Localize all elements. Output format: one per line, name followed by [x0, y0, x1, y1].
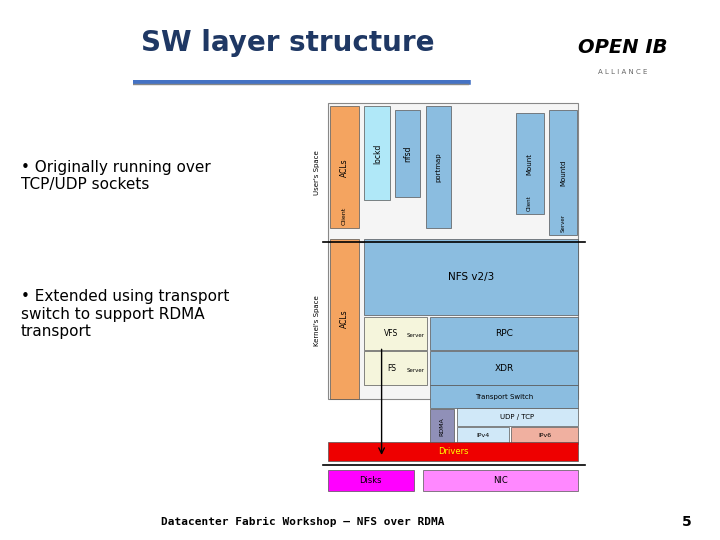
Text: portmap: portmap	[435, 152, 441, 182]
Text: FS: FS	[387, 363, 396, 373]
Text: Kernel's Space: Kernel's Space	[314, 295, 320, 346]
Text: 5: 5	[681, 516, 691, 529]
FancyBboxPatch shape	[549, 110, 577, 235]
Text: TRADE ASSOCIATION: TRADE ASSOCIATION	[37, 70, 89, 75]
Text: IPv6: IPv6	[538, 433, 552, 438]
Text: nfsd: nfsd	[403, 145, 413, 161]
FancyBboxPatch shape	[328, 103, 578, 242]
Text: ACLs: ACLs	[340, 309, 349, 328]
FancyBboxPatch shape	[516, 113, 544, 214]
FancyBboxPatch shape	[328, 242, 578, 399]
FancyBboxPatch shape	[423, 470, 578, 491]
FancyBboxPatch shape	[364, 106, 390, 200]
FancyBboxPatch shape	[430, 352, 578, 384]
Text: A L L I A N C E: A L L I A N C E	[598, 69, 647, 75]
Text: ACLs: ACLs	[340, 158, 349, 177]
Text: INFINIBAND™: INFINIBAND™	[37, 55, 89, 61]
Text: • Originally running over
TCP/UDP sockets: • Originally running over TCP/UDP socket…	[21, 160, 210, 192]
Text: NFS v2/3: NFS v2/3	[448, 272, 495, 282]
Text: SW layer structure: SW layer structure	[141, 29, 435, 57]
Text: RDMA: RDMA	[439, 417, 444, 436]
FancyBboxPatch shape	[426, 106, 451, 228]
Text: Server: Server	[407, 333, 425, 338]
Text: NIC: NIC	[493, 476, 508, 485]
Text: VFS: VFS	[384, 329, 398, 338]
Text: Disks: Disks	[359, 476, 382, 485]
FancyBboxPatch shape	[456, 427, 508, 444]
Text: Mount: Mount	[526, 153, 533, 175]
FancyBboxPatch shape	[364, 239, 578, 315]
Text: RPC: RPC	[495, 329, 513, 338]
Text: OPEN IB: OPEN IB	[578, 38, 667, 57]
FancyBboxPatch shape	[430, 316, 578, 350]
Text: Client: Client	[342, 206, 347, 225]
FancyBboxPatch shape	[456, 408, 578, 427]
Text: Mountd: Mountd	[560, 159, 566, 186]
Text: UDP / TCP: UDP / TCP	[500, 414, 534, 421]
FancyBboxPatch shape	[430, 409, 454, 444]
FancyBboxPatch shape	[364, 316, 427, 350]
Text: XDR: XDR	[495, 363, 513, 373]
FancyBboxPatch shape	[511, 427, 578, 444]
FancyBboxPatch shape	[328, 470, 414, 491]
FancyBboxPatch shape	[330, 106, 359, 228]
FancyBboxPatch shape	[430, 386, 578, 408]
Text: Server: Server	[407, 368, 425, 373]
Text: IPv4: IPv4	[476, 433, 490, 438]
FancyBboxPatch shape	[364, 352, 427, 384]
Text: Server: Server	[561, 214, 566, 232]
FancyBboxPatch shape	[330, 239, 359, 399]
Text: Transport Switch: Transport Switch	[475, 394, 534, 400]
Text: Datacenter Fabric Workshop – NFS over RDMA: Datacenter Fabric Workshop – NFS over RD…	[161, 517, 444, 528]
Text: User's Space: User's Space	[314, 150, 320, 195]
Text: Client: Client	[527, 195, 532, 211]
Text: Drivers: Drivers	[438, 447, 468, 456]
FancyBboxPatch shape	[328, 442, 578, 461]
Text: • Extended using transport
switch to support RDMA
transport: • Extended using transport switch to sup…	[21, 289, 229, 339]
Text: lockd: lockd	[373, 143, 382, 164]
FancyBboxPatch shape	[395, 110, 420, 197]
